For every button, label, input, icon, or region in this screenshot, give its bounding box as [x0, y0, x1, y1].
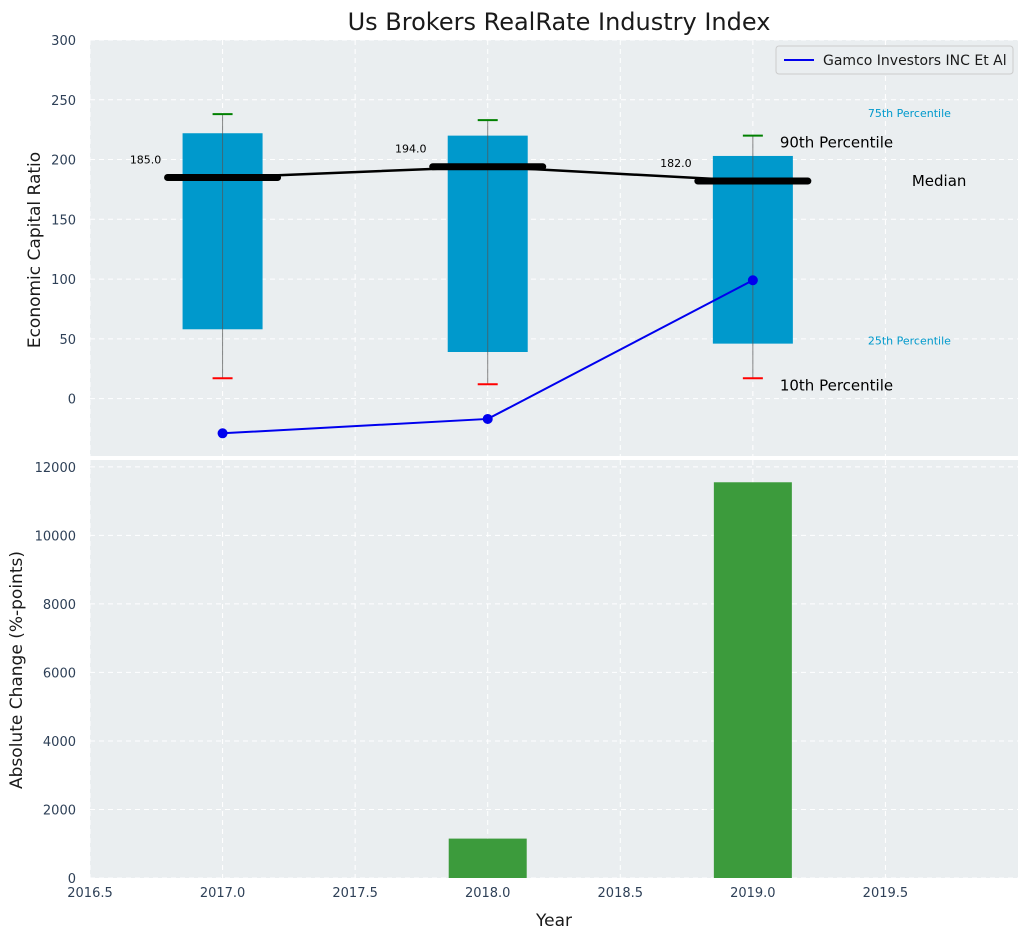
x-tick-label: 2017.0: [200, 886, 246, 901]
box-plot-panel: 0 50 100 150 200 250 300 185.0 194.0 182.0 90th …: [25, 34, 1018, 456]
x-tick-label: 2019.5: [863, 886, 909, 901]
bottom-y-tick-label: 2000: [43, 803, 76, 818]
x-axis-title: Year: [535, 911, 572, 931]
x-tick-label: 2018.5: [598, 886, 644, 901]
bar: [448, 838, 527, 878]
top-y-tick-label: 250: [51, 94, 76, 109]
box-plot-boxes: [164, 113, 812, 386]
bar: [713, 482, 792, 878]
bottom-y-tick-labels: 0 2000 4000 6000 8000 10000 12000: [35, 461, 76, 887]
p75-annotation: 75th Percentile: [868, 107, 951, 120]
median-trend-line: [222, 165, 753, 183]
x-tick-label: 2019.0: [730, 886, 776, 901]
top-y-tick-label: 200: [51, 154, 76, 169]
legend: Gamco Investors INC Et Al: [775, 45, 1014, 75]
bottom-y-tick-label: 12000: [35, 461, 76, 476]
bottom-y-tick-label: 0: [68, 872, 76, 887]
bottom-y-tick-label: 10000: [35, 529, 76, 544]
percentile-annotations: 90th Percentile 75th Percentile Median 25th…: [780, 107, 967, 394]
top-y-tick-label: 0: [68, 393, 76, 408]
bars: [448, 482, 792, 878]
series-point: [217, 428, 228, 439]
bar-chart-panel: 0 2000 4000 6000 8000 10000 12000 2016.5 2017.0…: [7, 460, 1018, 931]
median-value-labels: 185.0 194.0 182.0: [130, 143, 692, 170]
series-point: [482, 413, 493, 424]
top-y-axis-title: Economic Capital Ratio: [25, 152, 45, 348]
top-y-tick-label: 150: [51, 213, 76, 228]
x-tick-label: 2016.5: [67, 886, 113, 901]
x-tick-label: 2017.5: [332, 886, 378, 901]
gamco-series: [217, 275, 758, 439]
median-value-label: 182.0: [660, 157, 692, 170]
p10-annotation: 10th Percentile: [780, 376, 893, 394]
median-value-label: 194.0: [395, 143, 427, 156]
bottom-y-axis-title: Absolute Change (%-points): [7, 551, 27, 789]
top-y-tick-label: 300: [51, 34, 76, 49]
median-annotation: Median: [912, 172, 967, 190]
top-y-tick-label: 50: [59, 333, 76, 348]
legend-label: Gamco Investors INC Et Al: [823, 53, 1007, 69]
bottom-y-tick-label: 4000: [43, 735, 76, 750]
bottom-y-tick-label: 6000: [43, 666, 76, 681]
x-tick-labels: 2016.5 2017.0 2017.5 2018.0 2018.5 2019.0 2019…: [67, 886, 908, 901]
bottom-plot-area: [90, 460, 1018, 878]
top-y-tick-labels: 0 50 100 150 200 250 300: [51, 34, 76, 408]
median-value-label: 185.0: [130, 153, 162, 166]
bottom-y-tick-label: 8000: [43, 598, 76, 613]
chart-title: Us Brokers RealRate Industry Index: [348, 8, 771, 36]
p90-annotation: 90th Percentile: [780, 134, 893, 152]
series-point: [747, 275, 758, 286]
top-y-tick-label: 100: [51, 273, 76, 288]
p25-annotation: 25th Percentile: [868, 335, 951, 348]
x-tick-label: 2018.0: [465, 886, 511, 901]
legend-box: [775, 45, 1014, 75]
